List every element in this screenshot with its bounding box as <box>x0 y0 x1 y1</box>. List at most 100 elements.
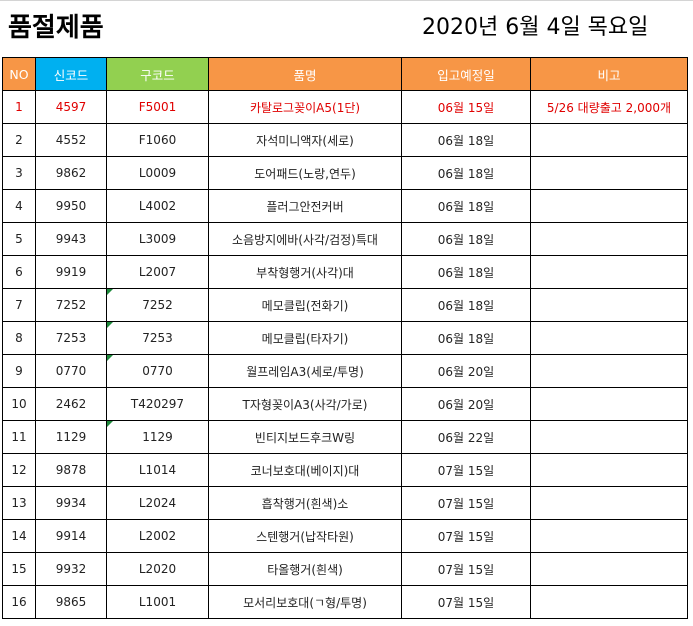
cell-no[interactable]: 14 <box>2 519 36 553</box>
cell-old-code[interactable]: L2002 <box>106 519 209 553</box>
cell-old-code[interactable]: 0770 <box>106 354 209 388</box>
cell-arrival-date[interactable]: 06월 18일 <box>401 222 531 256</box>
cell-no[interactable]: 9 <box>2 354 36 388</box>
cell-new-code[interactable]: 9865 <box>35 585 107 619</box>
cell-old-code[interactable]: L1001 <box>106 585 209 619</box>
cell-old-code[interactable]: 7252 <box>106 288 209 322</box>
cell-product-name[interactable]: 자석미니액자(세로) <box>208 123 402 157</box>
cell-note[interactable] <box>530 321 688 355</box>
sheet-date[interactable]: 2020년 6월 4일 목요일 <box>422 15 649 40</box>
cell-old-code[interactable]: L2024 <box>106 486 209 520</box>
cell-arrival-date[interactable]: 07월 15일 <box>401 519 531 553</box>
cell-arrival-date[interactable]: 06월 18일 <box>401 288 531 322</box>
cell-new-code[interactable]: 0770 <box>35 354 107 388</box>
cell-product-name[interactable]: 카탈로그꽂이A5(1단) <box>208 90 402 124</box>
cell-arrival-date[interactable]: 06월 18일 <box>401 321 531 355</box>
cell-arrival-date[interactable]: 07월 15일 <box>401 486 531 520</box>
cell-old-code[interactable]: L1014 <box>106 453 209 487</box>
cell-arrival-date[interactable]: 07월 15일 <box>401 552 531 586</box>
cell-no[interactable]: 12 <box>2 453 36 487</box>
cell-old-code[interactable]: F5001 <box>106 90 209 124</box>
cell-note[interactable] <box>530 288 688 322</box>
cell-product-name[interactable]: 메모클립(전화기) <box>208 288 402 322</box>
cell-product-name[interactable]: 도어패드(노랑,연두) <box>208 156 402 190</box>
cell-old-code[interactable]: L3009 <box>106 222 209 256</box>
cell-note[interactable] <box>530 222 688 256</box>
header-arrival-date[interactable]: 입고예정일 <box>401 57 531 91</box>
cell-product-name[interactable]: 스텐행거(납작타원) <box>208 519 402 553</box>
cell-product-name[interactable]: T자형꽂이A3(사각/가로) <box>208 387 402 421</box>
cell-no[interactable]: 8 <box>2 321 36 355</box>
header-old-code[interactable]: 구코드 <box>106 57 209 91</box>
cell-product-name[interactable]: 부착형행거(사각)대 <box>208 255 402 289</box>
cell-old-code[interactable]: T420297 <box>106 387 209 421</box>
cell-arrival-date[interactable]: 06월 18일 <box>401 255 531 289</box>
cell-note[interactable] <box>530 486 688 520</box>
cell-no[interactable]: 4 <box>2 189 36 223</box>
cell-arrival-date[interactable]: 06월 18일 <box>401 123 531 157</box>
cell-new-code[interactable]: 2462 <box>35 387 107 421</box>
cell-product-name[interactable]: 빈티지보드후크W링 <box>208 420 402 454</box>
cell-note[interactable] <box>530 387 688 421</box>
cell-arrival-date[interactable]: 07월 15일 <box>401 453 531 487</box>
cell-no[interactable]: 5 <box>2 222 36 256</box>
cell-new-code[interactable]: 9934 <box>35 486 107 520</box>
cell-no[interactable]: 6 <box>2 255 36 289</box>
cell-product-name[interactable]: 월프레임A3(세로/투명) <box>208 354 402 388</box>
cell-product-name[interactable]: 타올행거(흰색) <box>208 552 402 586</box>
cell-new-code[interactable]: 9943 <box>35 222 107 256</box>
cell-product-name[interactable]: 코너보호대(베이지)대 <box>208 453 402 487</box>
cell-product-name[interactable]: 모서리보호대(ㄱ형/투명) <box>208 585 402 619</box>
cell-new-code[interactable]: 7253 <box>35 321 107 355</box>
cell-note[interactable] <box>530 123 688 157</box>
cell-note[interactable] <box>530 420 688 454</box>
cell-old-code[interactable]: 7253 <box>106 321 209 355</box>
cell-arrival-date[interactable]: 06월 15일 <box>401 90 531 124</box>
cell-note[interactable] <box>530 552 688 586</box>
cell-new-code[interactable]: 4552 <box>35 123 107 157</box>
cell-new-code[interactable]: 9950 <box>35 189 107 223</box>
cell-arrival-date[interactable]: 06월 22일 <box>401 420 531 454</box>
header-note[interactable]: 비고 <box>530 57 688 91</box>
cell-no[interactable]: 2 <box>2 123 36 157</box>
cell-new-code[interactable]: 9862 <box>35 156 107 190</box>
sheet-title[interactable]: 품절제품 <box>8 13 104 43</box>
cell-arrival-date[interactable]: 07월 15일 <box>401 585 531 619</box>
cell-no[interactable]: 13 <box>2 486 36 520</box>
cell-no[interactable]: 15 <box>2 552 36 586</box>
cell-no[interactable]: 7 <box>2 288 36 322</box>
cell-no[interactable]: 16 <box>2 585 36 619</box>
cell-product-name[interactable]: 메모클립(타자기) <box>208 321 402 355</box>
cell-old-code[interactable]: L4002 <box>106 189 209 223</box>
cell-no[interactable]: 10 <box>2 387 36 421</box>
cell-note[interactable] <box>530 255 688 289</box>
cell-no[interactable]: 1 <box>2 90 36 124</box>
cell-arrival-date[interactable]: 06월 20일 <box>401 354 531 388</box>
cell-no[interactable]: 11 <box>2 420 36 454</box>
cell-arrival-date[interactable]: 06월 18일 <box>401 156 531 190</box>
cell-new-code[interactable]: 4597 <box>35 90 107 124</box>
cell-new-code[interactable]: 9878 <box>35 453 107 487</box>
cell-note[interactable] <box>530 354 688 388</box>
cell-product-name[interactable]: 소음방지에바(사각/검정)특대 <box>208 222 402 256</box>
cell-old-code[interactable]: 1129 <box>106 420 209 454</box>
cell-new-code[interactable]: 9932 <box>35 552 107 586</box>
cell-new-code[interactable]: 9919 <box>35 255 107 289</box>
cell-note[interactable] <box>530 156 688 190</box>
cell-note[interactable]: 5/26 대량출고 2,000개 <box>530 90 688 124</box>
header-no[interactable]: NO <box>2 57 36 91</box>
cell-arrival-date[interactable]: 06월 20일 <box>401 387 531 421</box>
cell-note[interactable] <box>530 519 688 553</box>
cell-new-code[interactable]: 1129 <box>35 420 107 454</box>
cell-old-code[interactable]: L2007 <box>106 255 209 289</box>
cell-old-code[interactable]: F1060 <box>106 123 209 157</box>
cell-note[interactable] <box>530 453 688 487</box>
cell-note[interactable] <box>530 585 688 619</box>
cell-new-code[interactable]: 7252 <box>35 288 107 322</box>
header-product-name[interactable]: 품명 <box>208 57 402 91</box>
cell-old-code[interactable]: L2020 <box>106 552 209 586</box>
cell-old-code[interactable]: L0009 <box>106 156 209 190</box>
cell-note[interactable] <box>530 189 688 223</box>
cell-new-code[interactable]: 9914 <box>35 519 107 553</box>
cell-product-name[interactable]: 플러그안전커버 <box>208 189 402 223</box>
